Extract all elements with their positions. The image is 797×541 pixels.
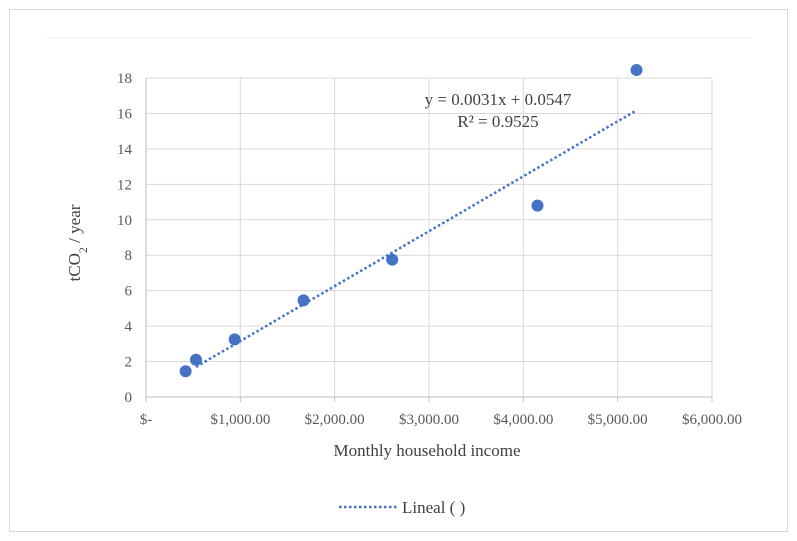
y-tick-label: 8 <box>125 248 133 264</box>
y-tick-label: 0 <box>125 390 133 406</box>
data-point <box>386 253 399 266</box>
y-axis-title: tCO2 / year <box>65 204 90 281</box>
data-point <box>297 294 310 307</box>
r-squared-label: R² = 0.9525 <box>457 112 538 131</box>
data-point <box>531 199 544 212</box>
y-tick-label: 12 <box>117 177 132 193</box>
y-axis-title-subscript: 2 <box>76 247 90 253</box>
x-tick-label: $6,000.00 <box>682 412 742 428</box>
y-tick-label: 10 <box>117 213 132 229</box>
data-point <box>228 333 241 346</box>
chart-frame: 0 2 4 6 8 10 12 14 16 18 $- $1,000.00 $2,000.00 $3,0… <box>9 9 788 532</box>
x-tick-labels: $- $1,000.00 $2,000.00 $3,000.00 $4,000.00 $5… <box>140 412 742 428</box>
legend: Lineal ( ) <box>339 498 465 517</box>
axes <box>145 78 713 402</box>
y-axis-title-rest: / year <box>65 204 84 247</box>
x-tick-label: $1,000.00 <box>210 412 270 428</box>
data-point <box>189 353 202 366</box>
y-tick-labels: 0 2 4 6 8 10 12 14 16 18 <box>117 71 133 406</box>
y-tick-label: 4 <box>125 319 133 335</box>
x-tick-label: $3,000.00 <box>399 412 459 428</box>
scatter-chart: 0 2 4 6 8 10 12 14 16 18 $- $1,000.00 $2,000.00 $3,0… <box>47 37 752 517</box>
data-point <box>630 64 643 77</box>
x-axis-title: Monthly household income <box>334 441 521 460</box>
legend-label: Lineal ( ) <box>402 498 465 517</box>
y-tick-label: 14 <box>117 142 133 158</box>
trendline-equation: y = 0.0031x + 0.0547 <box>425 90 572 109</box>
data-point <box>179 365 192 378</box>
y-tick-label: 6 <box>125 284 133 300</box>
grid-lines <box>146 77 713 397</box>
x-tick-label: $5,000.00 <box>588 412 648 428</box>
y-tick-label: 2 <box>125 355 133 371</box>
data-points <box>179 64 643 378</box>
y-tick-label: 16 <box>117 106 133 122</box>
y-axis-title-base: tCO <box>65 253 84 281</box>
x-tick-label: $2,000.00 <box>305 412 365 428</box>
x-tick-label: $- <box>140 412 153 428</box>
y-tick-label: 18 <box>117 71 132 87</box>
x-tick-label: $4,000.00 <box>493 412 553 428</box>
